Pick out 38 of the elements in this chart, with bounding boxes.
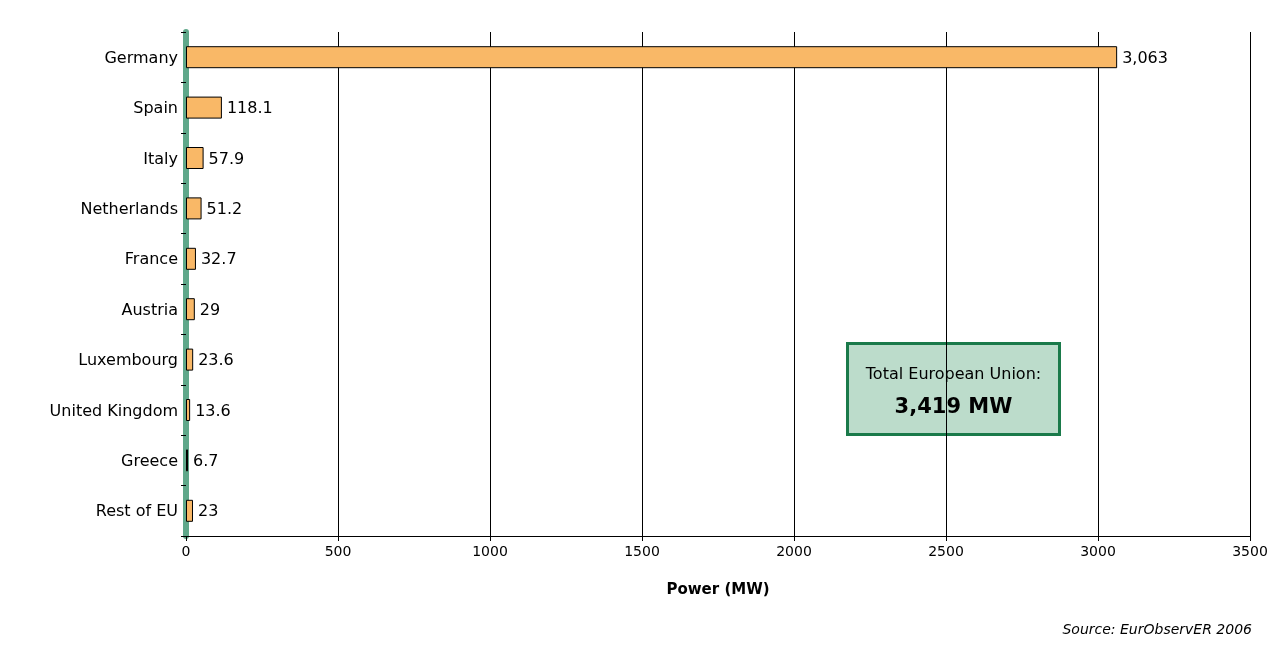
x-tick-label: 3000 (1080, 543, 1116, 559)
y-tick-label: Rest of EU (95, 501, 178, 521)
x-tick-label: 2000 (776, 543, 812, 559)
bar (186, 96, 222, 119)
x-tick-label: 500 (324, 543, 352, 559)
bar (186, 298, 195, 321)
x-tick-label: 3500 (1232, 543, 1268, 559)
source-note: Source: EurObservER 2006 (1062, 621, 1253, 637)
x-tick-label: 0 (181, 543, 191, 559)
x-tick-label: 1500 (624, 543, 660, 559)
bar (186, 147, 204, 169)
data-label: 118.1 (226, 98, 273, 118)
y-tick-label: Germany (104, 47, 178, 67)
data-label: 13.6 (195, 400, 231, 420)
bar (186, 247, 196, 270)
bar (186, 399, 191, 421)
data-label: 3,063 (1122, 47, 1168, 67)
data-label: 6.7 (193, 450, 219, 470)
data-label: 29 (199, 299, 221, 319)
y-tick-label: Luxembourg (78, 350, 178, 370)
y-tick-label: Austria (121, 299, 178, 319)
data-label: 23 (197, 501, 219, 521)
x-tick-label: 1000 (472, 543, 508, 559)
x-axis-title: Power (MW) (666, 579, 770, 598)
y-tick-label: France (124, 249, 178, 269)
bar (186, 499, 193, 522)
y-tick-label: Spain (133, 98, 178, 118)
data-label: 57.9 (208, 148, 245, 168)
data-label: 32.7 (200, 249, 237, 269)
y-tick-label: United Kingdom (49, 400, 178, 420)
y-tick-label: Netherlands (80, 198, 178, 218)
bar (186, 348, 194, 371)
data-label: 51.2 (206, 198, 243, 218)
data-label: 23.6 (198, 350, 234, 370)
y-tick-label: Greece (121, 450, 178, 470)
bar (186, 197, 202, 220)
y-tick-label: Italy (143, 148, 178, 168)
x-tick-label: 2500 (928, 543, 964, 559)
